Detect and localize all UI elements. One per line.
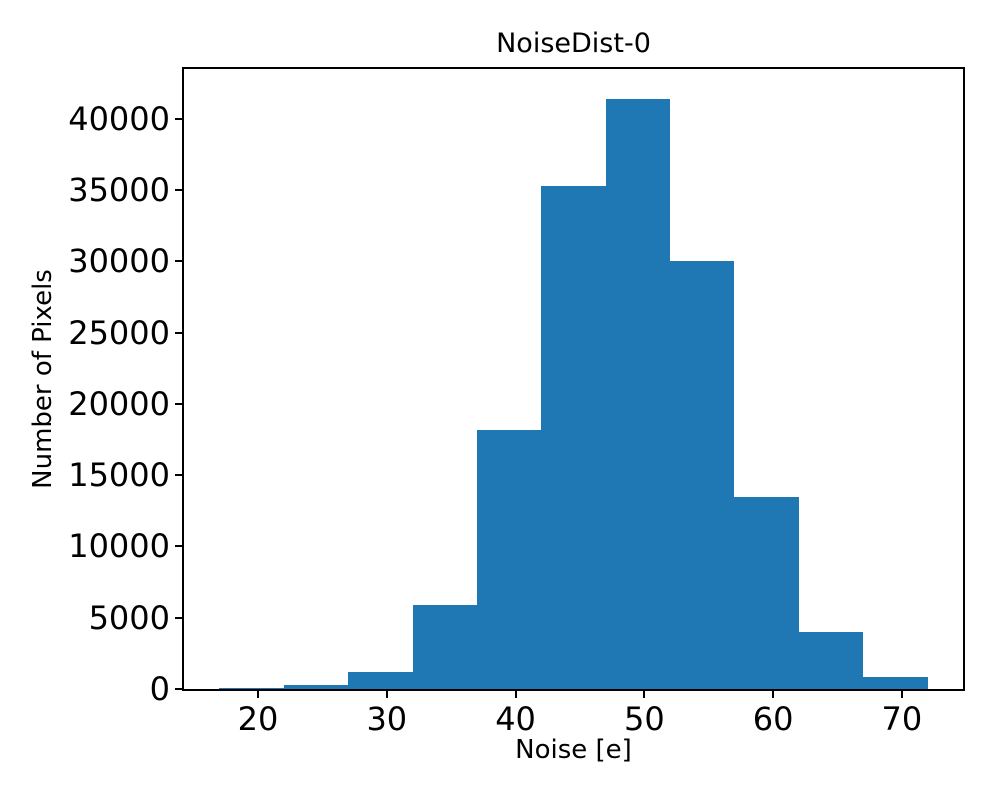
histogram-bar	[412, 604, 477, 689]
y-tick-mark	[175, 688, 184, 690]
x-tick-label: 40	[495, 700, 536, 738]
x-tick-mark	[772, 689, 775, 698]
x-tick-label: 70	[881, 700, 923, 738]
y-axis-label: Number of Pixels	[28, 269, 58, 489]
y-tick-label: 15000	[68, 456, 170, 495]
histogram-bar	[348, 671, 413, 689]
x-tick-mark	[257, 689, 260, 698]
histogram-bar	[734, 497, 799, 689]
x-tick-mark	[900, 689, 903, 698]
y-tick-label: 40000	[68, 99, 170, 138]
x-tick-label: 60	[752, 700, 794, 738]
histogram-bar	[219, 687, 284, 689]
y-tick-mark	[175, 331, 184, 334]
histogram-bar	[670, 261, 735, 689]
x-tick-label: 20	[237, 700, 279, 738]
histogram-bar	[863, 676, 928, 689]
plot-area: 20 30 40 50 60 70 0 5000 10000 15000 20000 25000 300…	[68, 67, 965, 738]
histogram-bar	[476, 429, 542, 689]
y-tick-label: 10000	[68, 527, 170, 566]
y-tick-label: 25000	[68, 313, 170, 352]
histogram-bar	[605, 98, 671, 689]
x-tick-mark	[514, 689, 517, 698]
y-tick-mark	[175, 260, 184, 263]
histogram-bar	[798, 632, 864, 689]
y-tick-label: 30000	[68, 242, 170, 281]
y-tick-label: 5000	[88, 598, 170, 637]
x-tick-label: 30	[366, 700, 408, 738]
plot-inner: 20 30 40 50 60 70 0 5000 10000 15000 20000 25000 300…	[68, 69, 963, 738]
y-tick-mark	[175, 545, 184, 548]
y-tick-label: 35000	[68, 171, 170, 210]
y-tick-mark	[175, 616, 184, 619]
x-tick-mark	[385, 689, 388, 698]
y-tick-label: 0	[149, 670, 170, 708]
histogram-bar	[283, 685, 349, 689]
x-axis-label: Noise [e]	[515, 735, 632, 765]
histogram-bar	[541, 185, 606, 689]
y-tick-mark	[175, 117, 184, 120]
x-tick-mark	[643, 689, 646, 698]
y-tick-mark	[175, 474, 184, 477]
chart-title: NoiseDist-0	[496, 28, 651, 59]
x-tick-label: 50	[623, 700, 665, 738]
y-tick-label: 20000	[68, 384, 170, 423]
y-tick-mark	[175, 402, 184, 405]
y-tick-mark	[175, 189, 184, 192]
